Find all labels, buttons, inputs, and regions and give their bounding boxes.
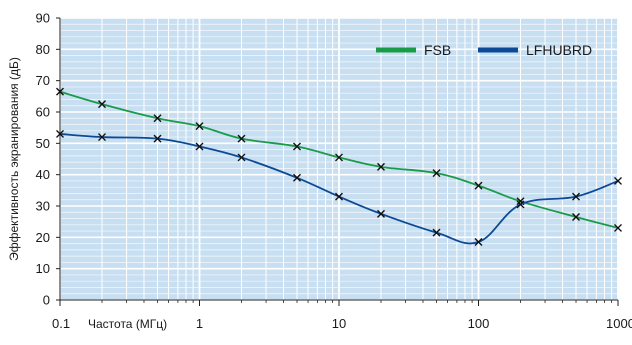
marker-stroke xyxy=(432,228,441,237)
y-tick-label: 40 xyxy=(36,167,50,182)
marker-stroke xyxy=(56,129,64,138)
minor-grid xyxy=(60,18,618,300)
marker-stroke xyxy=(293,173,302,182)
marker-stroke xyxy=(237,153,246,162)
data-point-lfhubrd xyxy=(195,142,204,151)
series-fsb xyxy=(56,87,622,232)
data-point-fsb xyxy=(572,212,581,221)
series-layer xyxy=(56,87,622,247)
marker-stroke xyxy=(432,169,441,178)
data-point-lfhubrd xyxy=(97,133,106,142)
y-tick-label: 20 xyxy=(36,230,50,245)
y-tick-label: 50 xyxy=(36,136,50,151)
data-point-lfhubrd xyxy=(153,134,162,143)
data-point-fsb xyxy=(195,122,204,131)
data-point-lfhubrd xyxy=(293,173,302,182)
data-point-fsb xyxy=(335,153,343,162)
marker-stroke xyxy=(335,192,343,201)
marker-stroke xyxy=(516,200,525,209)
marker-stroke xyxy=(237,134,246,143)
marker-stroke xyxy=(516,197,525,206)
y-tick-label: 60 xyxy=(36,105,50,120)
data-point-lfhubrd xyxy=(237,153,246,162)
y-tick-label: 30 xyxy=(36,199,50,214)
legend-label-lfhubrd: LFHUBRD xyxy=(526,42,592,58)
legend-swatch-fsb xyxy=(376,47,416,53)
data-point-lfhubrd xyxy=(572,192,581,201)
marker-stroke xyxy=(474,238,483,247)
marker-stroke xyxy=(56,87,64,96)
x-tick-label: 0.1 xyxy=(52,316,70,331)
data-point-fsb xyxy=(614,223,622,232)
marker-stroke xyxy=(614,176,622,185)
data-point-fsb xyxy=(97,100,106,109)
y-tick-label: 90 xyxy=(36,11,50,26)
data-point-lfhubrd xyxy=(614,176,622,185)
data-point-lfhubrd xyxy=(432,228,441,237)
series-lfhubrd xyxy=(56,129,622,247)
x-tick-label: 100 xyxy=(468,316,490,331)
marker-stroke xyxy=(153,134,162,143)
data-point-lfhubrd xyxy=(516,200,525,209)
marker-stroke xyxy=(293,142,302,151)
legend-swatch-lfhubrd xyxy=(478,47,518,53)
marker-stroke xyxy=(195,142,204,151)
y-tick-label: 0 xyxy=(43,293,50,308)
marker-stroke xyxy=(335,153,343,162)
data-point-fsb xyxy=(153,114,162,123)
x-axis-title: Частота (МГц) xyxy=(88,317,167,331)
legend: FSB LFHUBRD xyxy=(376,42,592,58)
marker-stroke xyxy=(153,114,162,123)
axis-labels: Частота (МГц) Эффективность экранирования… xyxy=(7,57,167,331)
x-tick-label: 1000 xyxy=(606,316,632,331)
marker-stroke xyxy=(97,100,106,109)
data-point-lfhubrd xyxy=(474,238,483,247)
marker-stroke xyxy=(195,122,204,131)
axes: 0 10 20 30 40 50 60 70 80 90 0.1 1 10 100 1000 xyxy=(36,11,632,332)
marker-stroke xyxy=(376,209,385,218)
y-tick-label: 70 xyxy=(36,73,50,88)
marker-stroke xyxy=(97,133,106,142)
marker-stroke xyxy=(614,223,622,232)
data-point-lfhubrd xyxy=(335,192,343,201)
marker-stroke xyxy=(376,162,385,171)
data-point-fsb xyxy=(432,169,441,178)
data-point-fsb xyxy=(293,142,302,151)
marker-stroke xyxy=(572,212,581,221)
y-axis-title: Эффективность экранирования (дБ) xyxy=(7,57,21,261)
data-point-fsb xyxy=(237,134,246,143)
marker-stroke xyxy=(474,181,483,190)
y-tick-label: 80 xyxy=(36,42,50,57)
x-tick-label: 10 xyxy=(332,316,346,331)
data-point-lfhubrd xyxy=(56,129,64,138)
y-tick-label: 10 xyxy=(36,261,50,276)
data-point-lfhubrd xyxy=(376,209,385,218)
x-tick-label: 1 xyxy=(196,316,203,331)
data-point-fsb xyxy=(56,87,64,96)
legend-label-fsb: FSB xyxy=(424,42,451,58)
marker-stroke xyxy=(572,192,581,201)
data-point-fsb xyxy=(376,162,385,171)
data-point-fsb xyxy=(474,181,483,190)
